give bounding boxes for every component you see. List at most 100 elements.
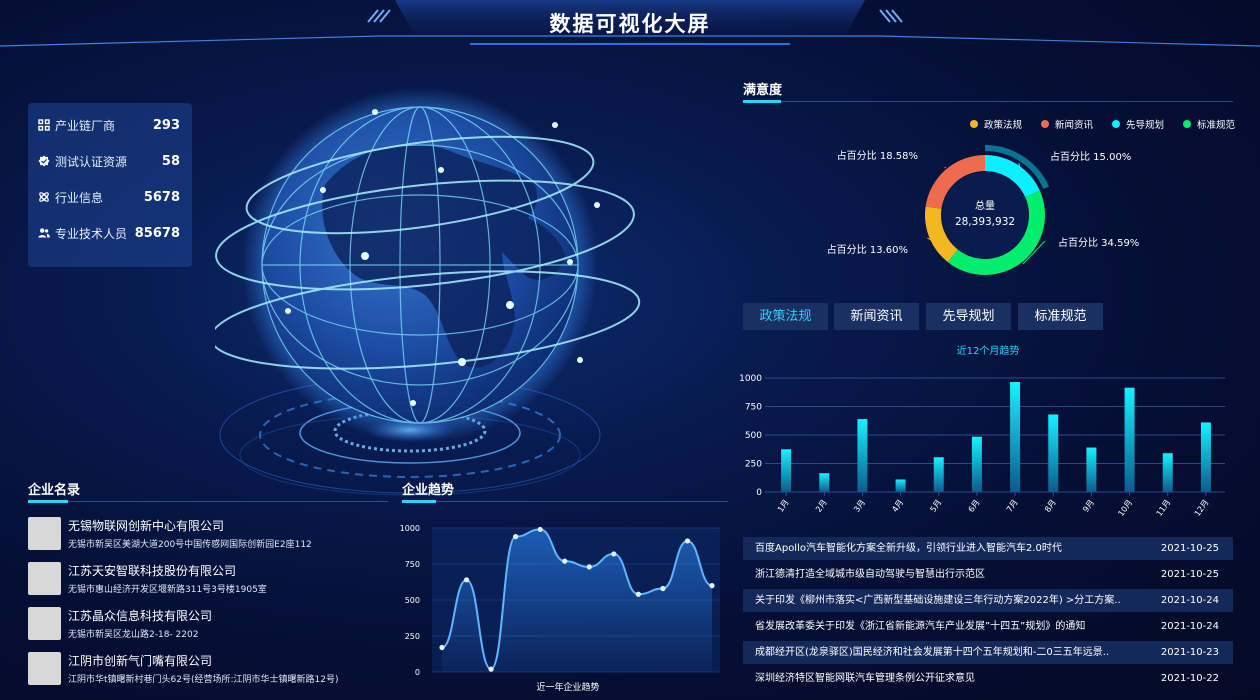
globe-illustration bbox=[215, 87, 641, 496]
donut-leader-line bbox=[1018, 162, 1021, 169]
bar-chart-title: 近12个月趋势 bbox=[957, 344, 1020, 357]
tab-standards[interactable]: 标准规范 bbox=[1018, 303, 1103, 330]
company-logo bbox=[28, 517, 61, 550]
trend-x-label: 近一年企业趋势 bbox=[536, 681, 599, 693]
bar-x-tick: 6月 bbox=[967, 498, 982, 514]
companies-title: 企业名录 bbox=[28, 483, 81, 498]
news-date: 2021-10-24 bbox=[1160, 595, 1219, 606]
bar bbox=[895, 479, 906, 492]
stat-value: 58 bbox=[161, 153, 180, 169]
donut-slice bbox=[925, 206, 958, 263]
company-name: 江苏天安智联科技股份有限公司 bbox=[68, 564, 237, 578]
stat-personnel: 专业技术人员 85678 bbox=[38, 223, 180, 243]
trend-point bbox=[439, 644, 445, 651]
donut-slice bbox=[925, 155, 985, 209]
stat-industry-chain: 产业链厂商 293 bbox=[38, 115, 180, 135]
page-title: 数据可视化大屏 bbox=[549, 12, 711, 36]
donut-slice bbox=[985, 155, 1040, 198]
satisfaction-divider bbox=[743, 100, 1233, 103]
donut-center-label: 总量 bbox=[975, 199, 995, 212]
company-name: 江苏晶众信息科技有限公司 bbox=[68, 609, 213, 623]
legend-item-policy[interactable]: 政策法规 bbox=[970, 117, 1022, 131]
donut-leader-line bbox=[1022, 240, 1046, 265]
news-date: 2021-10-23 bbox=[1160, 647, 1219, 658]
globe-orbits bbox=[215, 135, 641, 370]
news-title: 百度Apollo汽车智能化方案全新升级，引领行业进入智能汽车2.0时代 bbox=[755, 543, 1062, 554]
bar bbox=[857, 419, 868, 492]
bar bbox=[933, 457, 944, 492]
bar-x-tick: 10月 bbox=[1116, 498, 1134, 518]
bar-y-tick: 500 bbox=[745, 431, 762, 441]
company-item[interactable]: 江阴市创新气门嘴有限公司 江阴市华t镇曙新村巷门头62号(经营场所:江阴市华士镇… bbox=[28, 650, 388, 686]
stat-industry-info: 行业信息 5678 bbox=[38, 187, 180, 207]
trend-y-tick: 750 bbox=[405, 560, 420, 569]
company-logo bbox=[28, 562, 61, 595]
legend-dot bbox=[970, 120, 978, 128]
trend-title: 企业趋势 bbox=[402, 483, 455, 498]
company-logo bbox=[28, 607, 61, 640]
trend-point bbox=[463, 577, 470, 583]
tab-news[interactable]: 新闻资讯 bbox=[834, 303, 919, 330]
trend-y-tick: 250 bbox=[405, 632, 420, 641]
donut-slice-label: 占百分比 15.00% bbox=[1050, 150, 1131, 163]
company-address: 无锡市惠山经济开发区堰新路311号3号楼1905室 bbox=[68, 585, 267, 595]
donut-highlight-arc bbox=[984, 145, 1049, 190]
stats-panel: 产业链厂商 293 测试认证资源 58 行业信息 5678 专业技术人员 856… bbox=[28, 103, 192, 267]
legend-item-planning[interactable]: 先导规划 bbox=[1112, 117, 1164, 131]
bar-x-tick: 1月 bbox=[776, 498, 791, 514]
bar-y-tick: 250 bbox=[745, 460, 762, 470]
header-bar: 数据可视化大屏 bbox=[0, 0, 1260, 50]
header-left-stripes bbox=[367, 9, 391, 23]
legend-dot bbox=[1041, 120, 1049, 128]
news-item[interactable]: 成都经开区(龙泉驿区)国民经济和社会发展第十四个五年规划和-二0三五年远景.. … bbox=[743, 641, 1233, 664]
news-item[interactable]: 深圳经济特区智能网联汽车管理条例公开征求意见 2021-10-22 bbox=[743, 667, 1233, 690]
legend-label: 新闻资讯 bbox=[1055, 120, 1094, 131]
trend-area bbox=[442, 529, 712, 672]
bar bbox=[1048, 414, 1059, 492]
bar bbox=[1086, 447, 1097, 492]
legend-label: 先导规划 bbox=[1126, 120, 1165, 131]
bar-x-tick: 5月 bbox=[929, 498, 944, 514]
stat-value: 85678 bbox=[134, 225, 180, 241]
donut-slice-label: 占百分比 13.60% bbox=[827, 243, 908, 256]
bar bbox=[1124, 387, 1135, 492]
company-item[interactable]: 无锡物联网创新中心有限公司 无锡市新吴区美湖大道200号中国传感网国际创新园E2… bbox=[28, 515, 388, 551]
news-item[interactable]: 省发展改革委关于印发《浙江省新能源汽车产业发展”十四五”规划》的通知 2021-… bbox=[743, 615, 1233, 638]
donut-leader-line bbox=[927, 237, 937, 244]
stat-label: 测试认证资源 bbox=[55, 154, 128, 169]
company-address: 无锡市新吴区美湖大道200号中国传感网国际创新园E2座112 bbox=[68, 540, 312, 550]
company-name: 江阴市创新气门嘴有限公司 bbox=[68, 654, 213, 668]
tab-planning[interactable]: 先导规划 bbox=[926, 303, 1011, 330]
tab-policy[interactable]: 政策法规 bbox=[743, 303, 828, 330]
bar-x-tick: 2月 bbox=[814, 498, 829, 514]
bar bbox=[781, 449, 792, 492]
news-item[interactable]: 关于印发《柳州市落实<广西新型基础设施建设三年行动方案2022年) >分工方案.… bbox=[743, 589, 1233, 612]
trend-point bbox=[709, 583, 715, 589]
bar bbox=[971, 436, 982, 492]
legend-item-standards[interactable]: 标准规范 bbox=[1183, 117, 1235, 131]
header-right-stripes bbox=[879, 9, 903, 23]
company-item[interactable]: 江苏晶众信息科技有限公司 无锡市新吴区龙山路2-18- 2202 bbox=[28, 605, 388, 641]
bar-y-tick: 1000 bbox=[739, 374, 762, 384]
industry-info-icon bbox=[39, 192, 49, 202]
personnel-icon bbox=[38, 228, 50, 238]
company-item[interactable]: 江苏天安智联科技股份有限公司 无锡市惠山经济开发区堰新路311号3号楼1905室 bbox=[28, 560, 388, 596]
trend-point bbox=[660, 585, 666, 592]
satisfaction-title: 满意度 bbox=[743, 83, 783, 98]
industry-chain-icon bbox=[38, 119, 50, 131]
news-date: 2021-10-25 bbox=[1160, 543, 1219, 554]
trend-point bbox=[684, 538, 691, 544]
news-item[interactable]: 百度Apollo汽车智能化方案全新升级，引领行业进入智能汽车2.0时代 2021… bbox=[743, 537, 1233, 560]
trend-line-chart: 0 250 500 750 1000 近一年企业趋势 bbox=[400, 524, 720, 693]
legend-item-news[interactable]: 新闻资讯 bbox=[1041, 117, 1093, 131]
company-address: 无锡市新吴区龙山路2-18- 2202 bbox=[68, 630, 199, 640]
news-date: 2021-10-25 bbox=[1160, 569, 1219, 580]
bar-x-tick: 4月 bbox=[890, 498, 905, 514]
bar-y-tick: 750 bbox=[745, 403, 762, 413]
header-frame bbox=[0, 0, 1260, 47]
trend-point bbox=[537, 526, 543, 533]
news-title: 深圳经济特区智能网联汽车管理条例公开征求意见 bbox=[755, 673, 975, 684]
trend-point bbox=[513, 534, 519, 540]
news-title: 成都经开区(龙泉驿区)国民经济和社会发展第十四个五年规划和-二0三五年远景.. bbox=[755, 647, 1110, 658]
news-item[interactable]: 浙江德清打造全域城市级自动驾驶与智慧出行示范区 2021-10-25 bbox=[743, 563, 1233, 586]
